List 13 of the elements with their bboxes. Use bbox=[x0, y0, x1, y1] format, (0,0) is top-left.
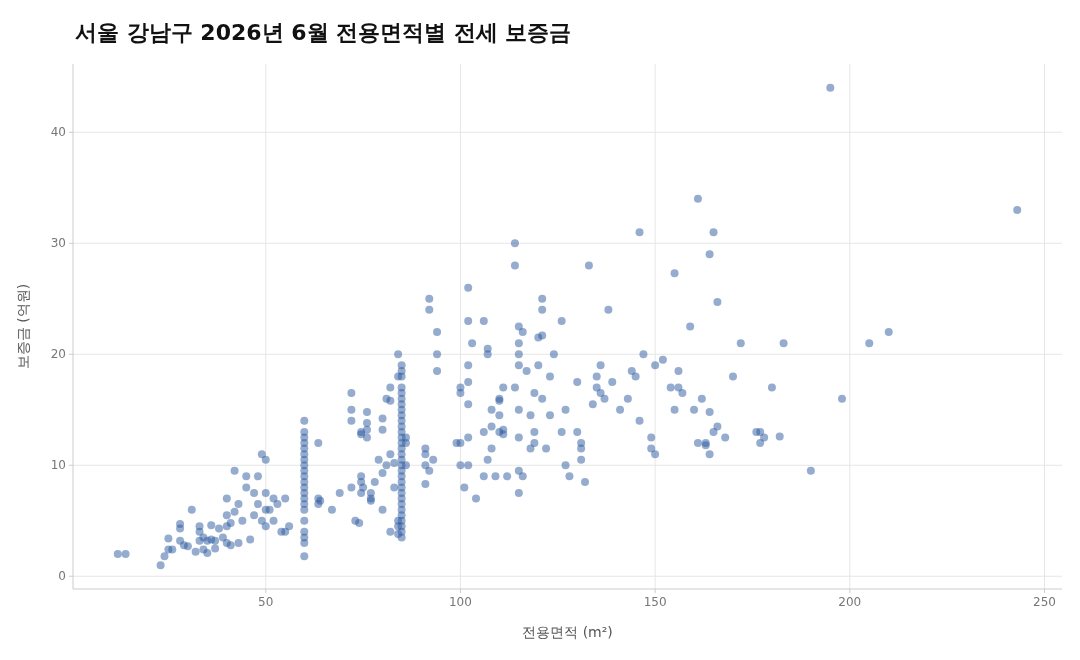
x-tick-label: 250 bbox=[1033, 595, 1056, 609]
y-tick-label: 30 bbox=[50, 236, 66, 251]
x-tick-label: 150 bbox=[643, 595, 667, 609]
x-axis-title: 전용면적 (m²) bbox=[522, 624, 613, 640]
y-tick-label: 0 bbox=[58, 569, 66, 584]
y-tick-label: 40 bbox=[50, 125, 66, 140]
x-tick-label: 100 bbox=[448, 595, 472, 609]
y-axis-title: 보증금 (억원) bbox=[15, 283, 31, 370]
x-tick-label: 50 bbox=[258, 595, 274, 609]
y-tick-label: 20 bbox=[50, 347, 66, 362]
x-tick-label: 200 bbox=[838, 595, 862, 609]
chart-title: 서울 강남구 2026년 6월 전용면적별 전세 보증금 bbox=[75, 20, 572, 45]
y-tick-label: 10 bbox=[50, 458, 66, 473]
